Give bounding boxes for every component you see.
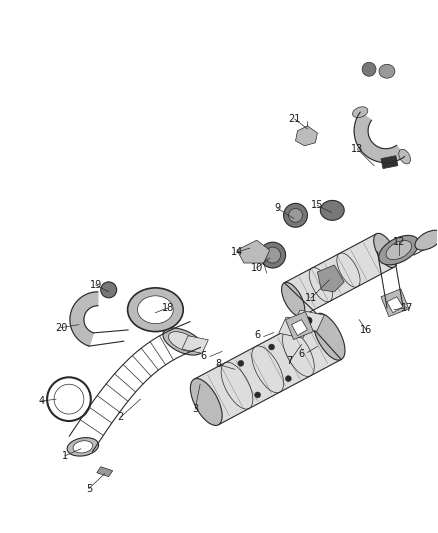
Text: 13: 13	[351, 144, 363, 154]
Ellipse shape	[138, 296, 173, 324]
Text: 4: 4	[38, 396, 44, 406]
Ellipse shape	[163, 328, 204, 355]
Text: 15: 15	[311, 200, 324, 211]
Ellipse shape	[268, 344, 275, 350]
Polygon shape	[194, 314, 341, 425]
Text: 3: 3	[192, 404, 198, 414]
Polygon shape	[296, 126, 318, 146]
Text: 17: 17	[401, 303, 413, 313]
Ellipse shape	[286, 376, 291, 382]
Ellipse shape	[386, 240, 412, 260]
Ellipse shape	[254, 392, 261, 398]
Ellipse shape	[169, 332, 198, 351]
Text: 5: 5	[86, 483, 92, 494]
Text: 6: 6	[298, 350, 304, 359]
Ellipse shape	[304, 317, 312, 325]
Polygon shape	[293, 310, 324, 331]
Text: 6: 6	[200, 351, 206, 361]
Text: 1: 1	[62, 451, 68, 461]
Polygon shape	[381, 156, 398, 168]
Ellipse shape	[313, 313, 345, 360]
Ellipse shape	[238, 360, 244, 366]
Text: 2: 2	[117, 412, 124, 422]
Polygon shape	[318, 265, 344, 292]
Polygon shape	[387, 297, 403, 313]
Ellipse shape	[362, 62, 376, 76]
Ellipse shape	[353, 107, 368, 118]
Ellipse shape	[283, 204, 307, 227]
Ellipse shape	[127, 288, 183, 332]
Polygon shape	[354, 112, 405, 163]
Ellipse shape	[73, 441, 93, 453]
Text: 9: 9	[275, 204, 281, 213]
Text: 14: 14	[231, 247, 243, 257]
Text: 7: 7	[286, 357, 293, 366]
Ellipse shape	[191, 378, 222, 425]
Polygon shape	[237, 240, 270, 263]
Text: 6: 6	[254, 329, 261, 340]
Polygon shape	[292, 320, 307, 336]
Text: 18: 18	[162, 303, 174, 313]
Ellipse shape	[289, 208, 303, 222]
Text: 10: 10	[251, 263, 263, 273]
Ellipse shape	[290, 324, 298, 332]
Ellipse shape	[374, 233, 397, 268]
Text: 12: 12	[392, 237, 405, 247]
Text: 11: 11	[305, 293, 318, 303]
Polygon shape	[97, 467, 113, 477]
Ellipse shape	[260, 242, 286, 268]
Text: 20: 20	[55, 322, 67, 333]
Ellipse shape	[67, 438, 99, 456]
Text: 16: 16	[360, 325, 372, 335]
Ellipse shape	[379, 64, 395, 78]
Ellipse shape	[415, 230, 438, 250]
Text: 19: 19	[90, 280, 102, 290]
Ellipse shape	[379, 236, 419, 265]
Ellipse shape	[282, 282, 305, 317]
Ellipse shape	[101, 282, 117, 298]
Polygon shape	[381, 289, 409, 317]
Polygon shape	[279, 317, 310, 338]
Text: 8: 8	[215, 359, 221, 369]
Ellipse shape	[399, 149, 410, 164]
Ellipse shape	[320, 200, 344, 220]
Ellipse shape	[265, 247, 281, 263]
Polygon shape	[70, 292, 98, 346]
Polygon shape	[284, 234, 394, 316]
Polygon shape	[182, 336, 208, 353]
Polygon shape	[286, 312, 314, 340]
Text: 21: 21	[288, 114, 301, 124]
